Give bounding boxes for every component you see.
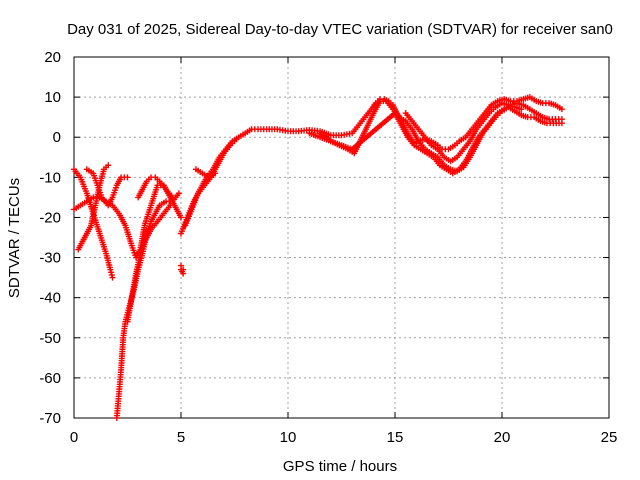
x-tick-label: 10 (280, 429, 297, 446)
y-tick-label: -50 (39, 330, 61, 347)
x-tick-label: 0 (70, 429, 78, 446)
data-point (175, 190, 182, 197)
series-track-main-3 (306, 100, 565, 177)
y-tick-label: -20 (39, 209, 61, 226)
grid-layer (74, 57, 609, 418)
y-tick-label: 0 (53, 129, 61, 146)
y-tick-label: -60 (39, 370, 61, 387)
x-tick-label: 25 (601, 429, 618, 446)
data-point (105, 162, 112, 169)
data-layer (71, 94, 565, 421)
data-point (233, 136, 240, 143)
y-tick-label: -10 (39, 169, 61, 186)
series-track-main-4 (192, 100, 525, 181)
data-point (178, 214, 184, 221)
data-point (180, 266, 187, 273)
series-track-h (178, 262, 187, 277)
series-track-d (83, 166, 131, 209)
x-tick-label: 5 (177, 429, 185, 446)
data-point (212, 170, 219, 177)
chart-title: Day 031 of 2025, Sidereal Day-to-day VTE… (67, 21, 613, 38)
data-point (169, 194, 176, 201)
data-point (558, 116, 565, 123)
y-tick-label: -40 (39, 290, 61, 307)
data-point (558, 106, 565, 113)
y-tick-label: -70 (39, 410, 61, 427)
plot-frame (73, 56, 610, 419)
series-track-g (135, 174, 176, 201)
series-track-f (124, 202, 174, 325)
y-tick-label: 20 (44, 49, 61, 66)
data-point (518, 106, 525, 113)
data-point (109, 274, 116, 281)
y-tick-label: 10 (44, 89, 61, 106)
data-point (167, 202, 174, 209)
y-axis-label: SDTVAR / TECUs (6, 178, 23, 298)
x-tick-label: 15 (387, 429, 404, 446)
data-point (124, 174, 131, 181)
y-tick-label: -30 (39, 250, 61, 267)
x-axis-label: GPS time / hours (283, 458, 397, 475)
series-track-main-2 (182, 98, 565, 229)
x-tick-label: 20 (494, 429, 511, 446)
tick-layer: 0 5 10 15 20 25 -70 -60 -50 -40 -30 -20 -10 0 10 20 (39, 49, 617, 446)
